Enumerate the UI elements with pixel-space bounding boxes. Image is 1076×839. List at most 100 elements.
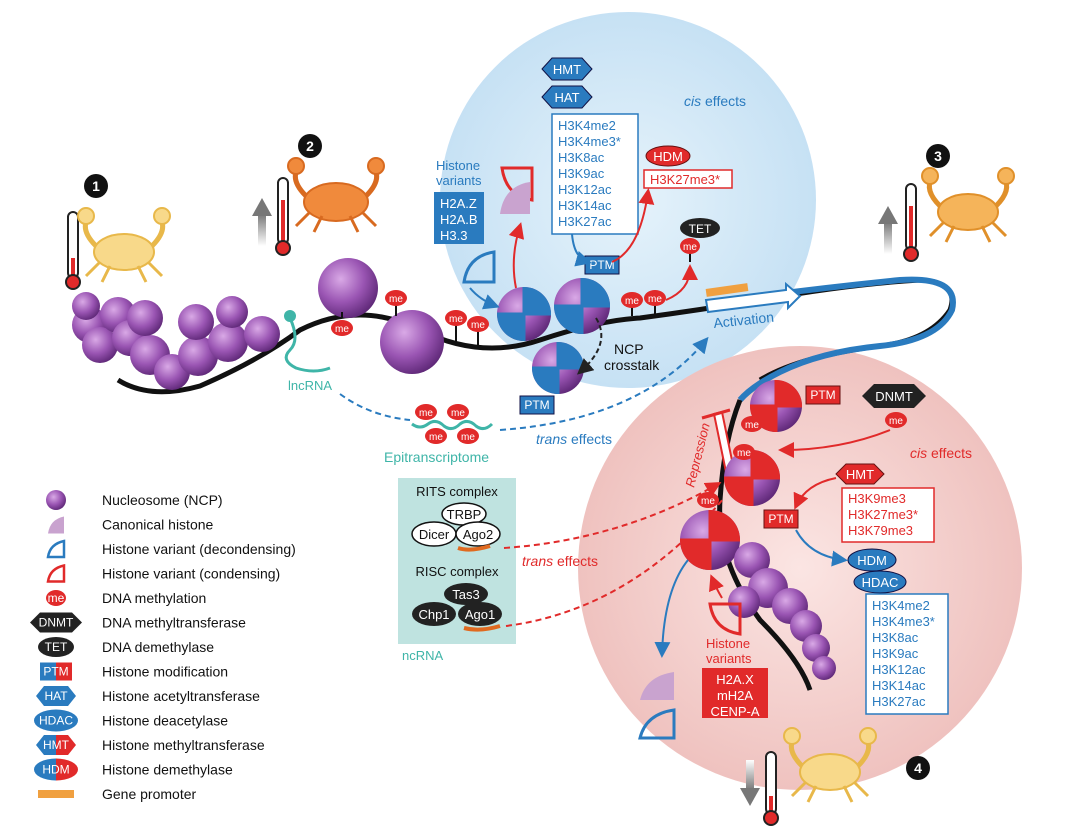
legend-label: DNA methylation [102, 590, 206, 606]
histone-mark: H3K8ac [558, 150, 605, 165]
trans-effects-red-label: trans effects [522, 553, 598, 569]
temperature-up-arrow [252, 198, 272, 246]
histone-mark: H3K79me3 [848, 523, 913, 538]
ptm-badge: PTM [584, 255, 620, 275]
svg-text:NCP: NCP [614, 341, 644, 357]
ptm-badge: PTM [519, 395, 555, 415]
flow-arrow [571, 233, 592, 267]
dna-methylation-mark: me [331, 312, 353, 336]
legend-label: Gene promoter [102, 786, 196, 802]
histone-variants-label: Histone [436, 158, 480, 173]
svg-text:HAT: HAT [44, 689, 68, 703]
crab-icon [287, 157, 385, 233]
svg-text:me: me [625, 296, 639, 307]
svg-text:Dicer: Dicer [419, 527, 450, 542]
ago1-protein [458, 602, 502, 626]
legend-item-dnmt: DNMT DNA methyltransferase [30, 612, 246, 633]
svg-text:PTM: PTM [768, 512, 793, 526]
flow-arrow [665, 264, 698, 301]
lncrna-strand [284, 317, 331, 373]
nucleosome-repressed [724, 450, 780, 506]
histone-variant: H2A.B [440, 212, 478, 227]
histone-variants-label: Histone [706, 636, 750, 651]
rna-fragment [463, 624, 501, 632]
legend-item-tet: TET DNA demethylase [38, 637, 214, 657]
risc-complex-title: RISC complex [415, 564, 499, 579]
canonical-histone-icon [500, 182, 530, 214]
svg-text:3: 3 [934, 148, 942, 164]
histone-mark: H3K4me3* [558, 134, 621, 149]
flow-arrow [469, 287, 500, 310]
cis-effects-red-label: cis effects [910, 445, 972, 461]
svg-text:Tas3: Tas3 [452, 587, 479, 602]
histone-mark: H3K9ac [872, 646, 919, 661]
legend-item-variant-blue: Histone variant (decondensing) [46, 539, 296, 559]
trans-effect-link [339, 393, 411, 421]
svg-text:HDM: HDM [857, 553, 887, 568]
removed-mark: H3K27me3* [650, 172, 720, 187]
condensed-chromatin [728, 542, 836, 680]
repressive-marks-box [841, 487, 935, 543]
svg-text:DNMT: DNMT [875, 389, 913, 404]
svg-text:HMT: HMT [43, 738, 70, 752]
svg-text:HAT: HAT [554, 90, 579, 105]
legend: Nucleosome (NCP) Canonical histone Histone… [30, 490, 296, 802]
legend-label: Histone acetyltransferase [102, 688, 260, 704]
crab-icon [783, 727, 877, 803]
dna-methylation-mark: me [621, 292, 643, 316]
svg-text:HMT: HMT [553, 62, 581, 77]
histone-mark: H3K4me3* [872, 614, 935, 629]
svg-text:me: me [449, 314, 463, 325]
flow-arrow [778, 429, 891, 458]
nucleosome-active [497, 287, 551, 341]
histone-mark: H3K9me3 [848, 491, 906, 506]
histone-variant: H3.3 [440, 228, 467, 243]
svg-text:HDAC: HDAC [39, 714, 73, 728]
ptm-badge: PTM [805, 385, 841, 405]
thermometer-icon [65, 211, 81, 290]
svg-text:HDAC: HDAC [862, 575, 899, 590]
histone-mark: H3K9ac [558, 166, 605, 181]
hdac-badge: HDAC [853, 570, 907, 594]
histone-mark: H3K14ac [872, 678, 926, 693]
histone-variant: H2A.Z [440, 196, 477, 211]
condensing-variant-icon [708, 602, 742, 636]
trans-effect-arrow [503, 482, 722, 549]
rna-methylation-mark: me [415, 404, 437, 420]
legend-label: DNA methyltransferase [102, 615, 246, 631]
dna-methylation-mark: me [741, 416, 763, 432]
svg-text:crosstalk: crosstalk [604, 357, 660, 373]
hmt-badge: HMT [541, 57, 593, 81]
legend-item-hdm: HDM Histone demethylase [34, 758, 233, 781]
flow-arrow [793, 477, 837, 510]
panel-number-2: 2 [298, 134, 322, 158]
ago2-protein [455, 521, 501, 547]
activation-arrow: Activation [704, 281, 802, 331]
legend-label: Histone demethylase [102, 762, 233, 778]
legend-item-hat: HAT Histone acetyltransferase [36, 686, 260, 706]
flow-arrow [654, 559, 689, 658]
legend-label: Histone modification [102, 664, 228, 680]
legend-item-ptm: PTM Histone modification [40, 662, 228, 681]
rna-fragment [457, 544, 491, 552]
svg-text:me: me [429, 432, 443, 443]
svg-text:me: me [335, 324, 349, 335]
svg-text:PTM: PTM [524, 398, 549, 412]
trans-effect-arrow [499, 336, 709, 431]
hat-badge: HAT [541, 85, 593, 109]
legend-item-canonical: Canonical histone [48, 516, 214, 534]
svg-text:me: me [737, 448, 751, 459]
histone-variants-label: variants [436, 173, 482, 188]
svg-text:HDM: HDM [653, 149, 683, 164]
legend-label: Nucleosome (NCP) [102, 492, 223, 508]
thermometer-icon [903, 183, 919, 262]
histone-mark: H3K27ac [558, 214, 612, 229]
activating-marks-list: H3K4me2H3K4me3*H3K8acH3K9acH3K12acH3K14a… [558, 118, 621, 229]
epitranscriptome-strand [411, 419, 494, 431]
dna-methylation-mark: me [467, 316, 489, 346]
svg-text:4: 4 [914, 760, 922, 776]
dna-methylation-mark: me [385, 290, 407, 316]
nucleosome-active [532, 342, 584, 394]
histone-mark: H3K14ac [558, 198, 612, 213]
